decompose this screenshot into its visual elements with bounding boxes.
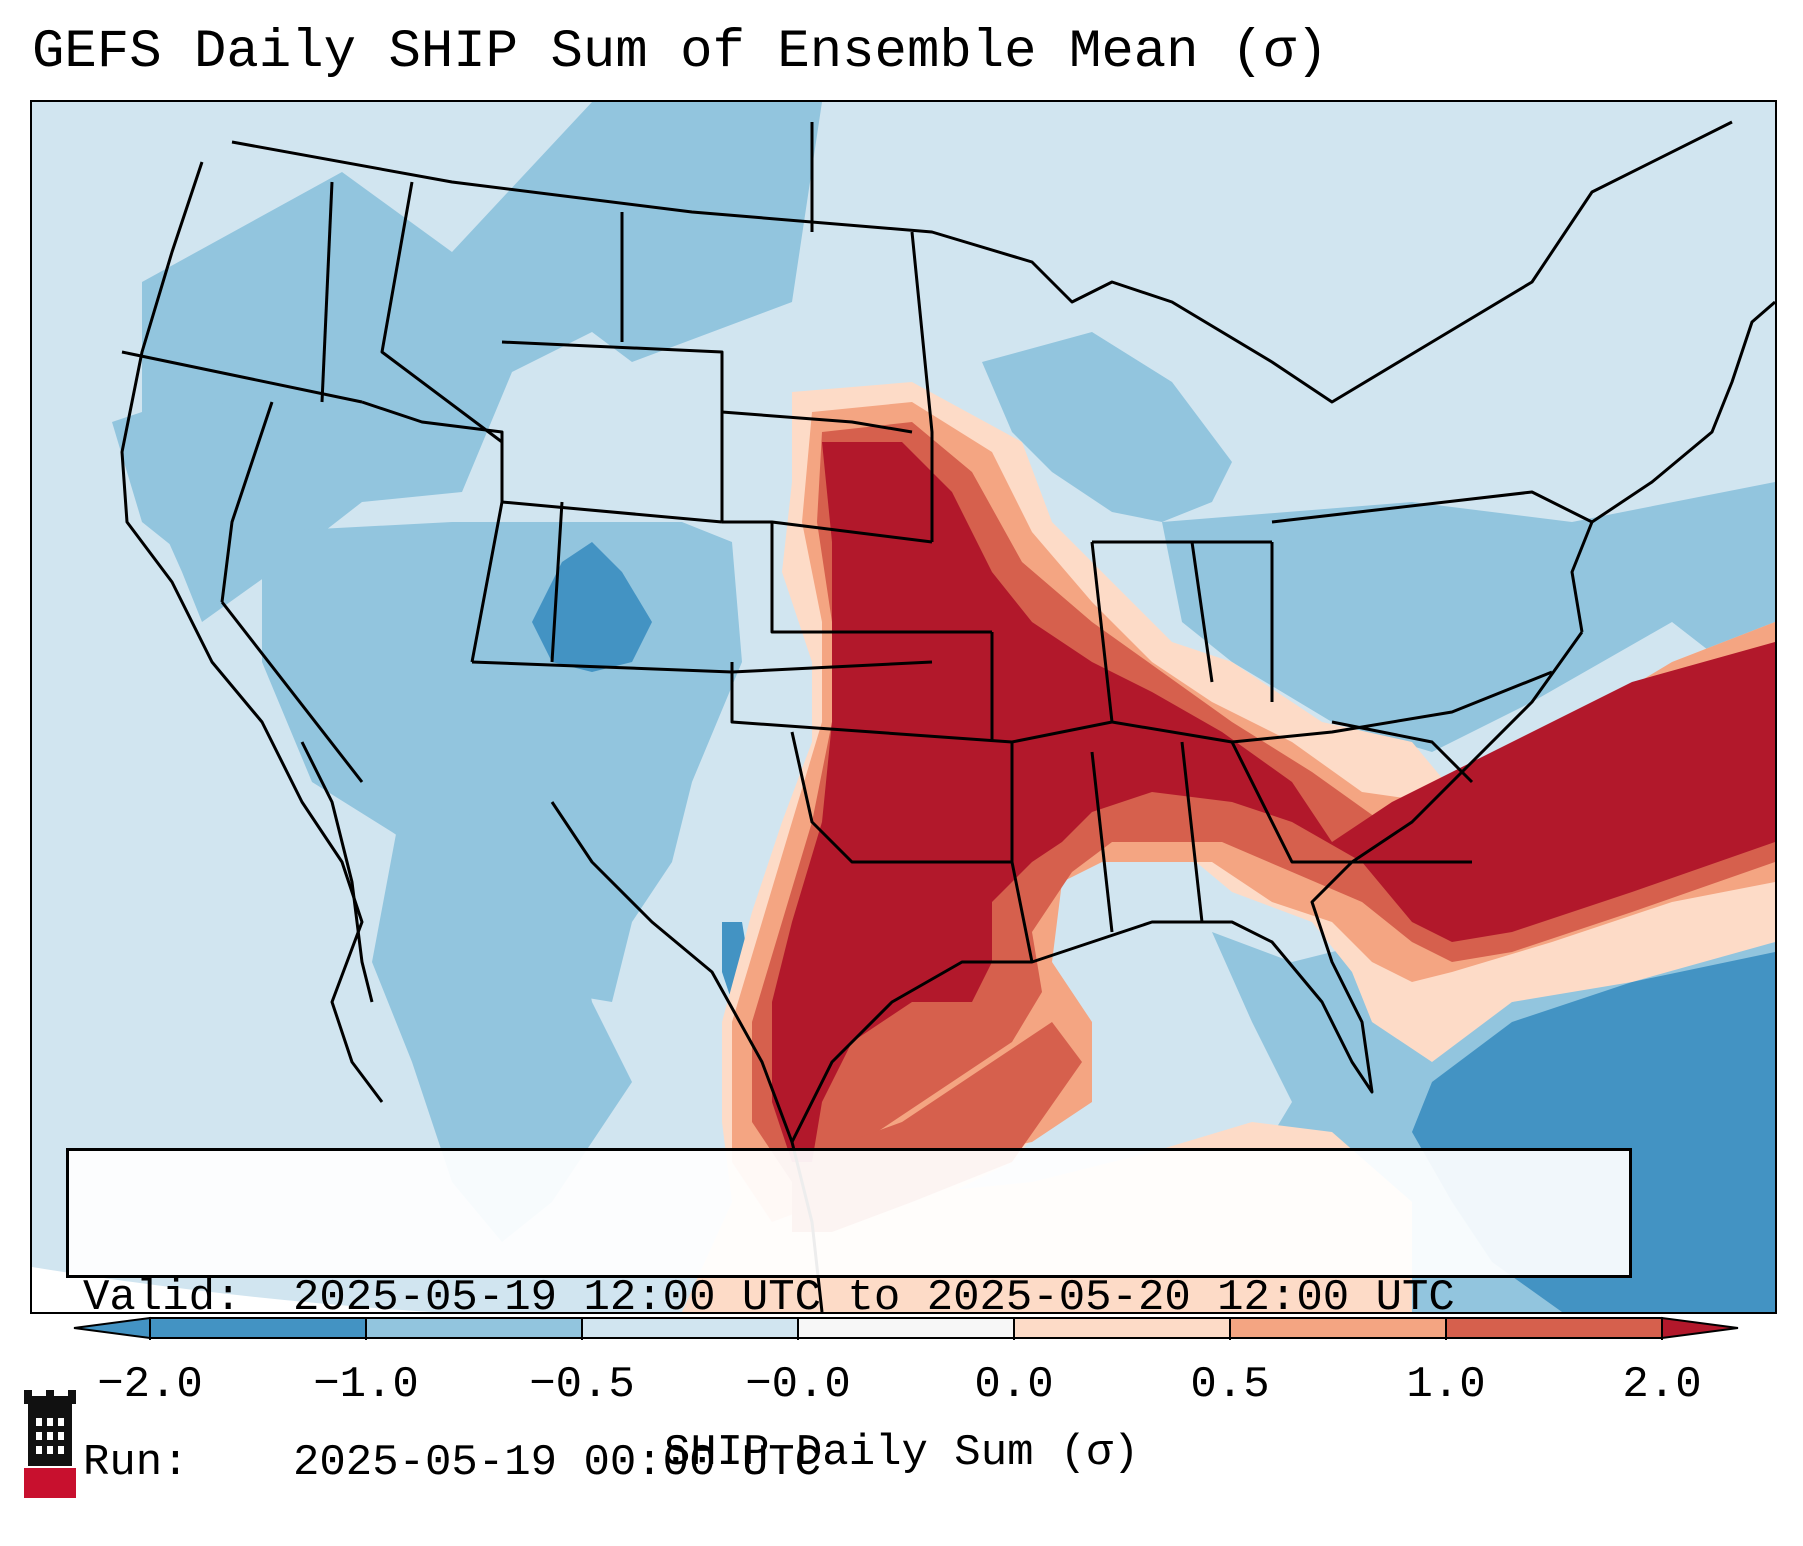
colorbar-label: SHIP Daily Sum (σ) xyxy=(663,1428,1140,1478)
colorbar-tick-label: 0.5 xyxy=(1190,1360,1270,1410)
extreme-positive-regions xyxy=(772,442,1775,1162)
colorbar-segment xyxy=(798,1318,1014,1338)
logo-tower xyxy=(28,1396,72,1466)
run-label: Run: xyxy=(83,1438,189,1488)
ship-map xyxy=(32,102,1775,1312)
map-boundaries xyxy=(120,120,1775,1312)
colorbar-tick-label: −0.0 xyxy=(745,1360,851,1410)
colorbar-tick-label: −2.0 xyxy=(97,1360,203,1410)
colorbar-tick-label: 0.0 xyxy=(974,1360,1054,1410)
colorbar-extend-low xyxy=(73,1316,151,1340)
colorbar-segment xyxy=(582,1318,798,1338)
colorbar-segment xyxy=(1446,1318,1662,1338)
valid-run-box: Valid: 2025-05-19 12:00 UTC to 2025-05-2… xyxy=(66,1148,1632,1488)
niu-logo xyxy=(24,1390,76,1498)
colorbar xyxy=(73,1316,1739,1340)
colorbar-segment xyxy=(150,1318,366,1338)
colorbar-extend-high xyxy=(1661,1316,1739,1340)
colorbar-segment xyxy=(1014,1318,1230,1338)
valid-value: 2025-05-19 12:00 UTC to 2025-05-20 12:00… xyxy=(293,1273,1455,1323)
colorbar-segment xyxy=(366,1318,582,1338)
colorbar-segment xyxy=(1230,1318,1446,1338)
colorbar-tick-label: 1.0 xyxy=(1406,1360,1486,1410)
colorbar-tick-label: 2.0 xyxy=(1622,1360,1702,1410)
domain-edge xyxy=(32,1267,433,1312)
map-panel xyxy=(30,100,1777,1314)
valid-label: Valid: xyxy=(83,1273,242,1323)
logo-banner xyxy=(24,1468,76,1498)
colorbar-tick-label: −0.5 xyxy=(529,1360,635,1410)
colorbar-segments xyxy=(73,1316,1739,1340)
run-line: Run: 2025-05-19 00:00 UTC xyxy=(83,1436,1615,1491)
colorbar-tick-label: −1.0 xyxy=(313,1360,419,1410)
map-title: GEFS Daily SHIP Sum of Ensemble Mean (σ) xyxy=(32,22,1329,83)
valid-line: Valid: 2025-05-19 12:00 UTC to 2025-05-2… xyxy=(83,1271,1615,1326)
run-value: 2025-05-19 00:00 UTC xyxy=(293,1438,822,1488)
